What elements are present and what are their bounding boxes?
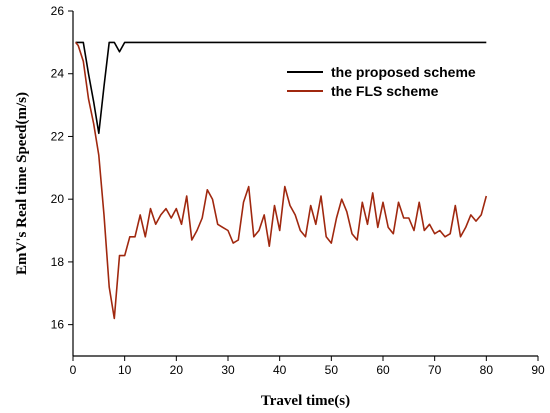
y-axis-title: EmV's Real time Speed(m/s) [14,92,30,275]
legend-label-proposed: the proposed scheme [331,64,476,80]
y-tick-label: 22 [51,129,65,143]
x-tick-label: 0 [70,363,77,377]
y-tick-label: 24 [51,67,65,81]
x-tick-label: 60 [376,363,390,377]
y-tick-label: 20 [51,192,65,206]
x-tick-label: 10 [118,363,132,377]
x-axis-title: Travel time(s) [261,393,350,409]
x-tick-label: 80 [480,363,494,377]
legend: the proposed scheme the FLS scheme [287,64,476,99]
x-tick-label: 70 [428,363,442,377]
x-tick-label: 90 [531,363,545,377]
x-tick-label: 50 [325,363,339,377]
y-tick-label: 16 [51,318,65,332]
series-lines [74,41,488,320]
x-tick-label: 40 [273,363,287,377]
x-tick-label: 30 [221,363,235,377]
series-line-proposed [75,41,487,135]
legend-label-fls: the FLS scheme [331,83,439,99]
y-axis-ticks: 16 18 20 22 24 26 [51,4,73,332]
y-tick-label: 18 [51,255,65,269]
x-tick-label: 20 [170,363,184,377]
y-tick-label: 26 [51,4,65,18]
x-axis-ticks: 0 10 20 30 40 50 60 70 80 90 [70,356,545,377]
plot-area [72,11,538,357]
series-line-fls [74,41,488,320]
